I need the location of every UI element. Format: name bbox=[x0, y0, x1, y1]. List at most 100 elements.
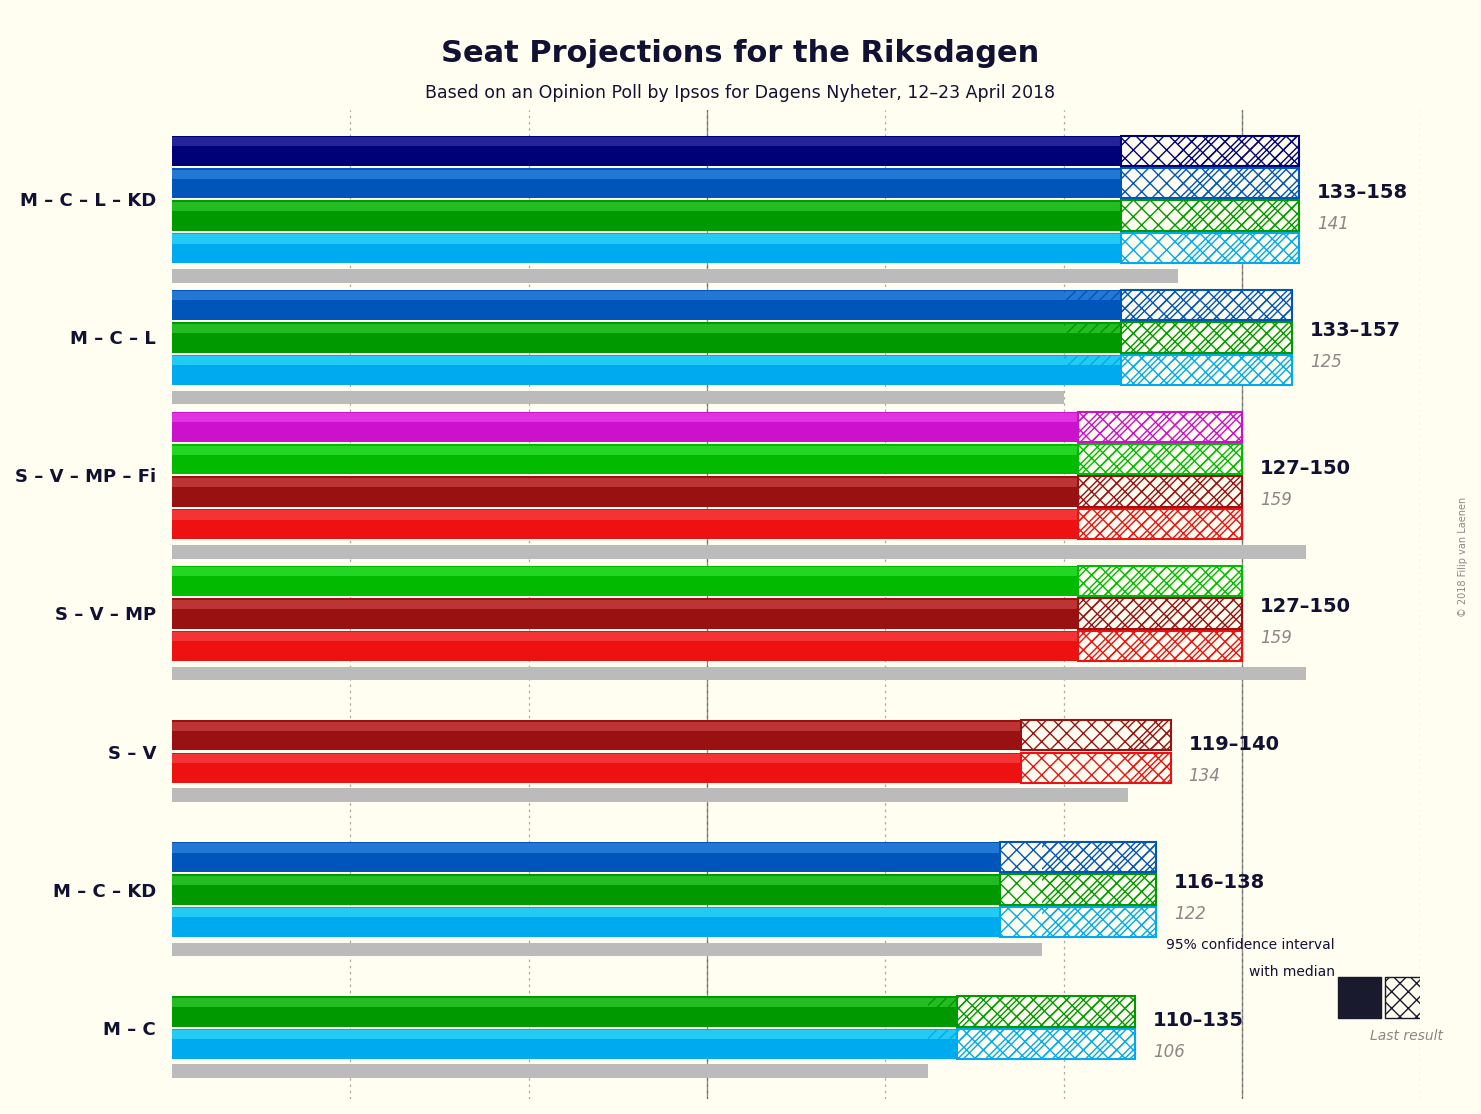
Bar bbox=[1078, 631, 1243, 661]
Bar bbox=[172, 753, 1020, 783]
Text: 127–150: 127–150 bbox=[1260, 459, 1351, 478]
Bar bbox=[1063, 322, 1291, 353]
Bar bbox=[1121, 233, 1299, 263]
Bar bbox=[172, 413, 1078, 422]
Bar bbox=[1043, 907, 1157, 937]
Bar bbox=[1078, 477, 1243, 507]
Bar bbox=[1078, 477, 1243, 507]
Bar bbox=[1177, 136, 1299, 166]
Bar bbox=[957, 996, 1134, 1026]
Bar bbox=[957, 1028, 1134, 1059]
Bar bbox=[172, 1065, 929, 1078]
Bar bbox=[1078, 444, 1243, 475]
Bar bbox=[957, 1028, 1134, 1059]
Text: 119–140: 119–140 bbox=[1189, 735, 1280, 754]
Bar bbox=[172, 446, 1078, 455]
Text: 134: 134 bbox=[1189, 768, 1220, 785]
Bar bbox=[929, 996, 1134, 1026]
Bar bbox=[1063, 354, 1291, 385]
Bar bbox=[1121, 290, 1291, 320]
Bar bbox=[1177, 233, 1299, 263]
Bar bbox=[1078, 566, 1243, 596]
Bar bbox=[172, 201, 1121, 231]
Bar bbox=[172, 169, 1121, 178]
Bar bbox=[172, 842, 1000, 872]
Bar bbox=[1020, 753, 1171, 783]
Bar bbox=[1129, 720, 1171, 751]
Bar bbox=[1078, 412, 1243, 442]
Bar bbox=[172, 666, 1306, 681]
Text: Last result: Last result bbox=[1370, 1029, 1442, 1043]
Bar bbox=[1078, 598, 1243, 628]
Bar bbox=[172, 876, 1000, 885]
Bar bbox=[172, 509, 1078, 539]
Bar bbox=[1000, 874, 1157, 905]
Bar bbox=[172, 874, 1000, 905]
Bar bbox=[1000, 907, 1157, 937]
Bar bbox=[1020, 720, 1171, 751]
Text: Seat Projections for the Riksdagen: Seat Projections for the Riksdagen bbox=[441, 39, 1040, 68]
Bar bbox=[172, 599, 1078, 609]
Bar bbox=[1020, 753, 1171, 783]
Text: 159: 159 bbox=[1260, 629, 1291, 647]
Bar bbox=[1078, 509, 1243, 539]
Bar bbox=[172, 633, 1078, 642]
Bar bbox=[1078, 444, 1243, 475]
Bar bbox=[1020, 720, 1171, 751]
Bar bbox=[1078, 444, 1243, 475]
Bar bbox=[1078, 566, 1243, 596]
Bar bbox=[172, 412, 1078, 442]
Bar bbox=[1000, 874, 1157, 905]
Bar bbox=[1020, 720, 1171, 751]
Bar bbox=[1121, 168, 1299, 198]
Text: 133–158: 133–158 bbox=[1317, 183, 1408, 202]
Bar bbox=[172, 908, 1000, 918]
Bar bbox=[1078, 509, 1243, 539]
Bar bbox=[172, 391, 1063, 404]
Bar bbox=[1121, 201, 1299, 231]
Bar bbox=[929, 1028, 1134, 1059]
Bar bbox=[1121, 354, 1291, 385]
Text: 95% confidence interval: 95% confidence interval bbox=[1166, 938, 1334, 951]
Bar bbox=[1043, 874, 1157, 905]
Bar bbox=[1043, 842, 1157, 872]
Bar bbox=[1078, 631, 1243, 661]
Bar bbox=[172, 292, 1121, 301]
Bar bbox=[172, 789, 1129, 802]
Bar bbox=[1078, 412, 1243, 442]
Bar bbox=[172, 631, 1078, 661]
Bar bbox=[1121, 233, 1299, 263]
Bar bbox=[172, 722, 1020, 731]
Text: 122: 122 bbox=[1174, 906, 1206, 924]
Bar bbox=[172, 754, 1020, 763]
Text: with median: with median bbox=[1248, 966, 1334, 979]
Bar bbox=[1078, 412, 1243, 442]
Text: 110–135: 110–135 bbox=[1152, 1012, 1244, 1030]
Bar bbox=[1000, 907, 1157, 937]
Bar bbox=[1078, 631, 1243, 661]
Bar bbox=[172, 843, 1000, 852]
Bar bbox=[1078, 412, 1243, 442]
Bar bbox=[957, 996, 1134, 1026]
Text: 127–150: 127–150 bbox=[1260, 597, 1351, 616]
Bar bbox=[1121, 354, 1291, 385]
Bar bbox=[1078, 631, 1243, 661]
Bar bbox=[172, 477, 1078, 507]
Bar bbox=[1177, 168, 1299, 198]
Bar bbox=[1000, 874, 1157, 905]
Bar bbox=[1078, 598, 1243, 628]
Bar bbox=[1078, 477, 1243, 507]
Bar bbox=[172, 566, 1078, 596]
Bar bbox=[172, 1030, 957, 1039]
Bar bbox=[172, 545, 1306, 558]
Bar bbox=[1121, 322, 1291, 353]
Bar bbox=[172, 567, 1078, 577]
Text: 125: 125 bbox=[1309, 353, 1342, 371]
Bar bbox=[172, 942, 1043, 957]
Bar bbox=[172, 136, 1121, 166]
Bar bbox=[172, 268, 1177, 283]
Bar bbox=[172, 1028, 957, 1059]
Bar bbox=[172, 907, 1000, 937]
Bar bbox=[1078, 566, 1243, 596]
Bar bbox=[1000, 842, 1157, 872]
